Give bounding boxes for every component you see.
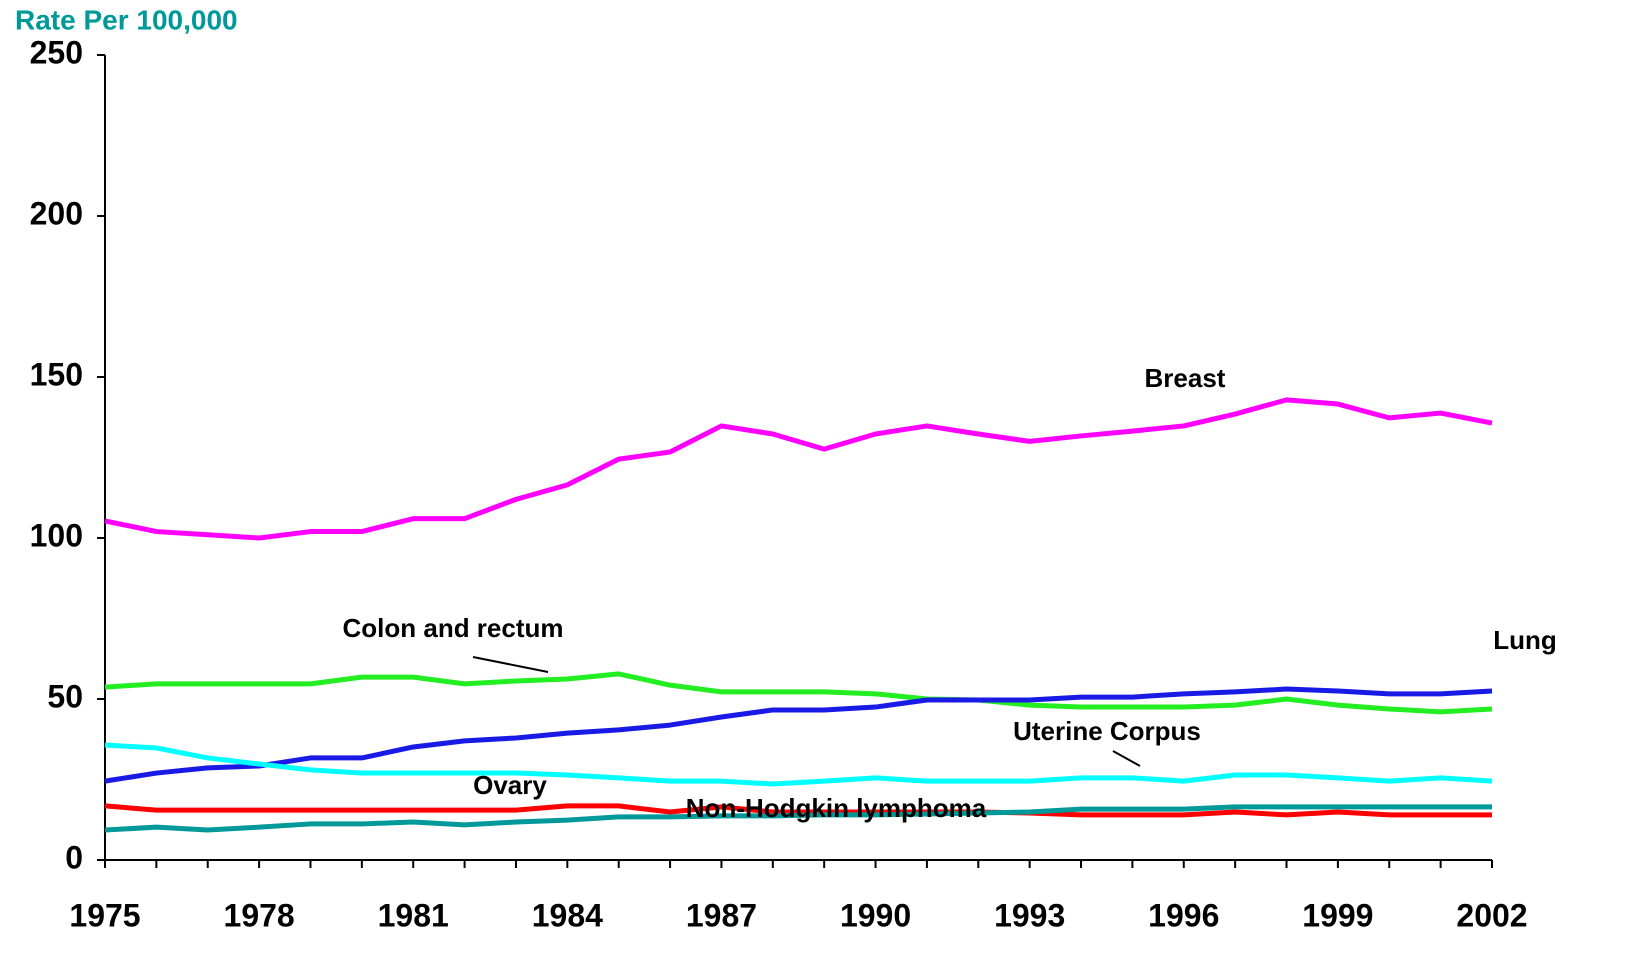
series-label: Breast: [1145, 363, 1226, 393]
x-tick-label: 1996: [1148, 897, 1219, 933]
leader-line: [472, 656, 549, 673]
x-tick-label: 1999: [1302, 897, 1373, 933]
y-tick-label: 150: [30, 356, 83, 392]
y-tick-label: 0: [65, 839, 83, 875]
x-tick-label: 1990: [840, 897, 911, 933]
x-tick-label: 1981: [378, 897, 449, 933]
x-tick-label: 1975: [69, 897, 140, 933]
x-tick-label: 2002: [1456, 897, 1527, 933]
x-tick-label: 1993: [994, 897, 1065, 933]
y-axis-label: Rate Per 100,000: [15, 4, 238, 35]
series-line: [104, 671, 1493, 715]
series-line: [104, 804, 1492, 833]
series-line: [104, 397, 1493, 541]
y-tick-label: 100: [30, 517, 83, 553]
leader-line: [1112, 750, 1141, 767]
series-label: Ovary: [473, 770, 547, 800]
series-line: [104, 686, 1493, 784]
series-label: Colon and rectum: [342, 613, 563, 643]
series-line: [104, 742, 1493, 787]
series-label: Non-Hodgkin lymphoma: [686, 793, 987, 823]
y-tick-label: 50: [47, 678, 83, 714]
x-tick-label: 1978: [224, 897, 295, 933]
y-tick-label: 200: [30, 195, 83, 231]
series-label: Lung: [1493, 625, 1557, 655]
series-line: [104, 803, 1492, 818]
series-label: Uterine Corpus: [1013, 716, 1201, 746]
x-tick-label: 1984: [532, 897, 603, 933]
x-tick-label: 1987: [686, 897, 757, 933]
y-tick-label: 250: [30, 34, 83, 70]
